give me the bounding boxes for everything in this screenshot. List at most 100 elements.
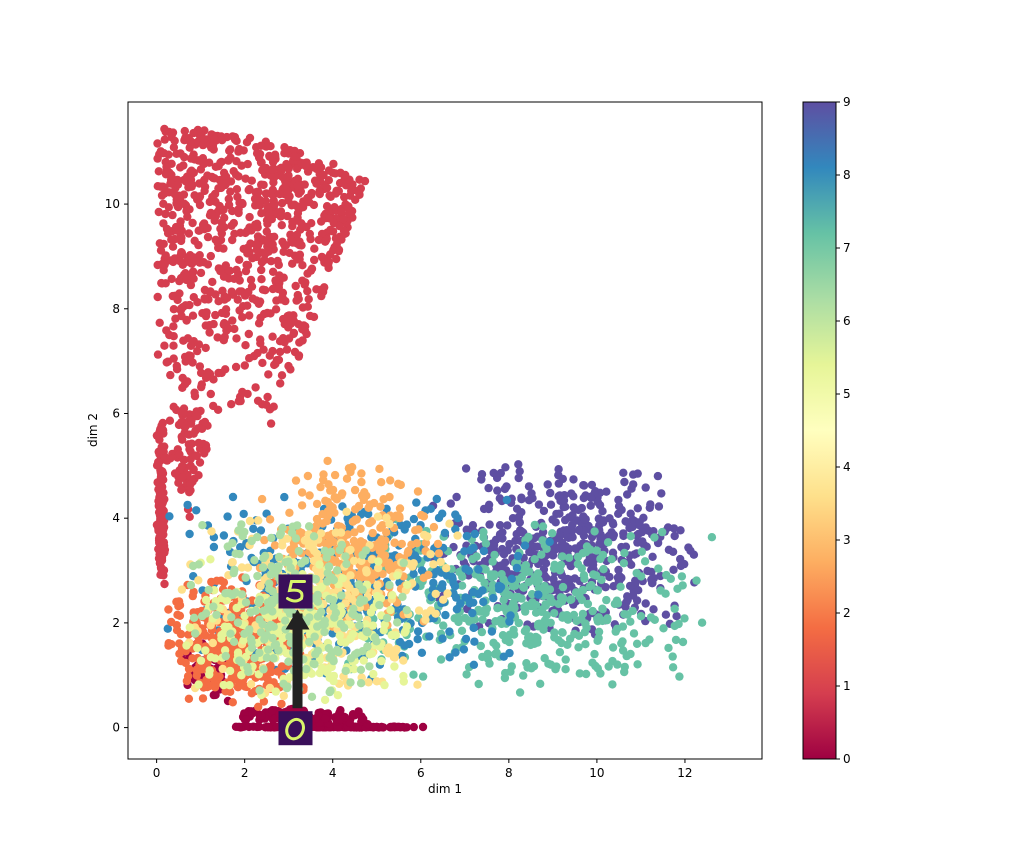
data-point: [216, 158, 225, 167]
data-point: [255, 686, 264, 695]
data-point: [429, 578, 438, 588]
data-point: [598, 518, 608, 527]
data-point: [295, 237, 304, 246]
data-point: [194, 680, 203, 689]
data-point: [212, 610, 221, 619]
data-point: [367, 555, 376, 564]
data-point: [457, 626, 467, 635]
y-tick-label: 6: [112, 406, 120, 420]
data-point: [489, 468, 498, 478]
data-point: [177, 304, 186, 313]
data-point: [340, 192, 349, 202]
data-point: [468, 615, 477, 624]
data-point: [163, 624, 172, 633]
data-point: [355, 598, 365, 607]
data-point: [181, 269, 190, 278]
data-point: [215, 201, 224, 211]
data-point: [172, 361, 181, 371]
data-point: [282, 345, 292, 354]
data-point: [276, 207, 286, 216]
data-point: [590, 649, 599, 659]
data-point: [409, 722, 418, 732]
data-point: [165, 512, 174, 521]
y-tick-label: 2: [112, 616, 120, 630]
data-point: [202, 308, 211, 317]
data-point: [488, 580, 497, 589]
data-point: [350, 485, 360, 495]
data-point: [477, 475, 486, 484]
data-point: [438, 634, 447, 643]
data-point: [578, 585, 588, 595]
data-point: [551, 665, 560, 674]
data-point: [321, 237, 330, 246]
data-point: [169, 305, 179, 314]
data-point: [243, 261, 253, 270]
data-point: [349, 604, 358, 613]
data-point: [158, 418, 167, 428]
data-point: [164, 605, 173, 614]
data-point: [317, 607, 326, 616]
data-point: [625, 581, 635, 591]
data-point: [495, 521, 505, 530]
data-point: [270, 641, 279, 650]
data-point: [399, 671, 408, 681]
data-point: [346, 678, 355, 687]
data-point: [619, 468, 628, 477]
data-point: [180, 455, 189, 465]
data-point: [360, 176, 370, 186]
data-point: [616, 573, 626, 583]
data-point: [407, 540, 416, 549]
data-point: [598, 605, 607, 614]
data-point: [337, 235, 346, 244]
data-point: [283, 534, 292, 543]
data-point: [413, 627, 423, 636]
data-point: [315, 560, 324, 569]
data-point: [562, 526, 571, 535]
data-point: [228, 492, 238, 502]
data-point: [278, 523, 287, 532]
data-point: [649, 527, 658, 536]
data-point: [608, 643, 618, 652]
data-point: [368, 528, 377, 538]
data-point: [398, 592, 407, 602]
data-point: [223, 156, 233, 165]
data-point: [324, 644, 333, 653]
data-point: [501, 636, 510, 645]
data-point: [153, 350, 163, 359]
data-point: [334, 246, 343, 256]
data-point: [564, 553, 574, 562]
data-point: [201, 595, 211, 605]
data-point: [257, 275, 266, 284]
data-point: [541, 601, 550, 610]
data-point: [297, 488, 307, 497]
data-point: [413, 635, 422, 644]
data-point: [188, 358, 197, 367]
data-point: [236, 543, 245, 552]
data-point: [348, 630, 358, 639]
data-point: [159, 239, 168, 249]
data-point: [190, 388, 199, 397]
data-point: [623, 490, 632, 499]
data-point: [431, 589, 440, 599]
data-point: [399, 656, 408, 665]
data-point: [241, 652, 251, 662]
data-point: [252, 143, 261, 152]
data-point: [341, 666, 350, 676]
data-point: [291, 534, 301, 543]
data-point: [235, 306, 244, 315]
data-point: [316, 583, 326, 593]
data-point: [207, 577, 216, 587]
data-point: [413, 487, 423, 496]
data-point: [316, 529, 326, 538]
data-point: [323, 577, 332, 586]
data-point: [522, 659, 531, 668]
data-point: [621, 602, 630, 611]
data-point: [247, 689, 256, 698]
data-point: [295, 527, 304, 537]
data-point: [270, 541, 280, 550]
data-point: [357, 469, 366, 478]
data-point: [442, 564, 451, 573]
data-point: [269, 654, 278, 663]
data-point: [318, 253, 328, 263]
data-point: [161, 251, 170, 260]
